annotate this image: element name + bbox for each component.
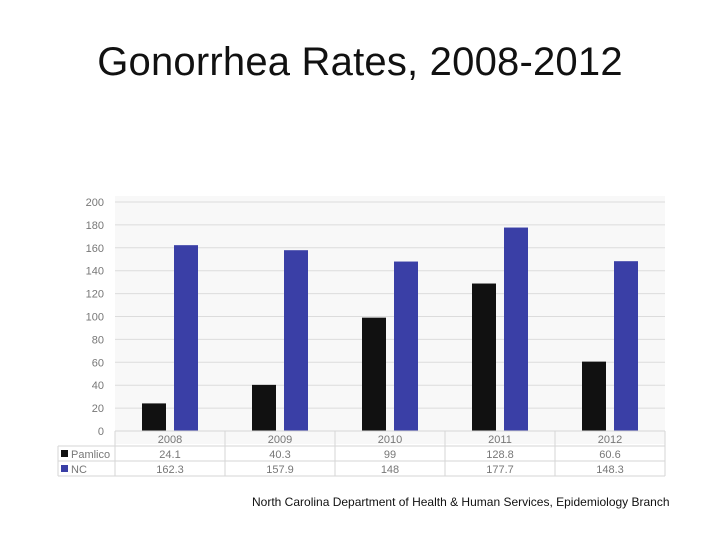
y-tick-label: 120 [86, 289, 104, 301]
y-tick-label: 100 [86, 312, 104, 324]
bar-nc-2009 [284, 250, 308, 431]
plot-area [115, 196, 665, 444]
y-tick-label: 180 [86, 220, 104, 232]
y-axis-ticks: 0 20 40 60 80 100 120 140 160 180 200 [86, 197, 104, 438]
data-label-pamlico: 128.8 [486, 449, 514, 461]
legend-label-pamlico: Pamlico [71, 449, 110, 461]
data-label-nc: 148 [381, 464, 399, 476]
bar-pamlico-2010 [362, 317, 386, 431]
gridlines [115, 201, 665, 432]
bar-nc-2010 [394, 261, 418, 431]
bar-nc-2011 [504, 227, 528, 431]
data-table: 2008 2009 2010 2011 2012 Pamlico 24.1 40.3 99 128… [57, 430, 666, 477]
data-label-pamlico: 40.3 [269, 449, 290, 461]
x-tick-label: 2010 [378, 434, 402, 446]
bars [142, 227, 638, 431]
bar-pamlico-2009 [252, 384, 276, 431]
x-tick-label: 2011 [488, 434, 512, 446]
y-tick-label: 160 [86, 243, 104, 255]
bar-pamlico-2011 [472, 283, 496, 431]
y-tick-label: 40 [92, 380, 104, 392]
y-tick-label: 60 [92, 357, 104, 369]
x-tick-label: 2009 [268, 434, 292, 446]
data-label-nc: 157.9 [266, 464, 294, 476]
legend-swatch-pamlico [61, 450, 68, 457]
source-note: North Carolina Department of Health & Hu… [252, 495, 670, 509]
data-label-pamlico: 99 [384, 449, 396, 461]
x-tick-label: 2012 [598, 434, 622, 446]
x-tick-label: 2008 [158, 434, 182, 446]
data-label-nc: 162.3 [156, 464, 184, 476]
legend-swatch-nc [61, 465, 68, 472]
bar-nc-2008 [174, 245, 198, 431]
bar-pamlico-2012 [582, 361, 606, 431]
y-tick-label: 0 [98, 426, 104, 438]
slide-title: Gonorrhea Rates, 2008-2012 [97, 40, 623, 84]
y-tick-label: 20 [92, 403, 104, 415]
y-tick-label: 140 [86, 266, 104, 278]
data-label-pamlico: 24.1 [159, 449, 180, 461]
bar-nc-2012 [614, 261, 638, 431]
legend-label-nc: NC [71, 464, 87, 476]
data-label-nc: 177.7 [486, 464, 514, 476]
data-label-nc: 148.3 [596, 464, 624, 476]
data-label-pamlico: 60.6 [599, 449, 620, 461]
y-tick-label: 200 [86, 197, 104, 209]
y-tick-label: 80 [92, 334, 104, 346]
bar-pamlico-2008 [142, 403, 166, 431]
